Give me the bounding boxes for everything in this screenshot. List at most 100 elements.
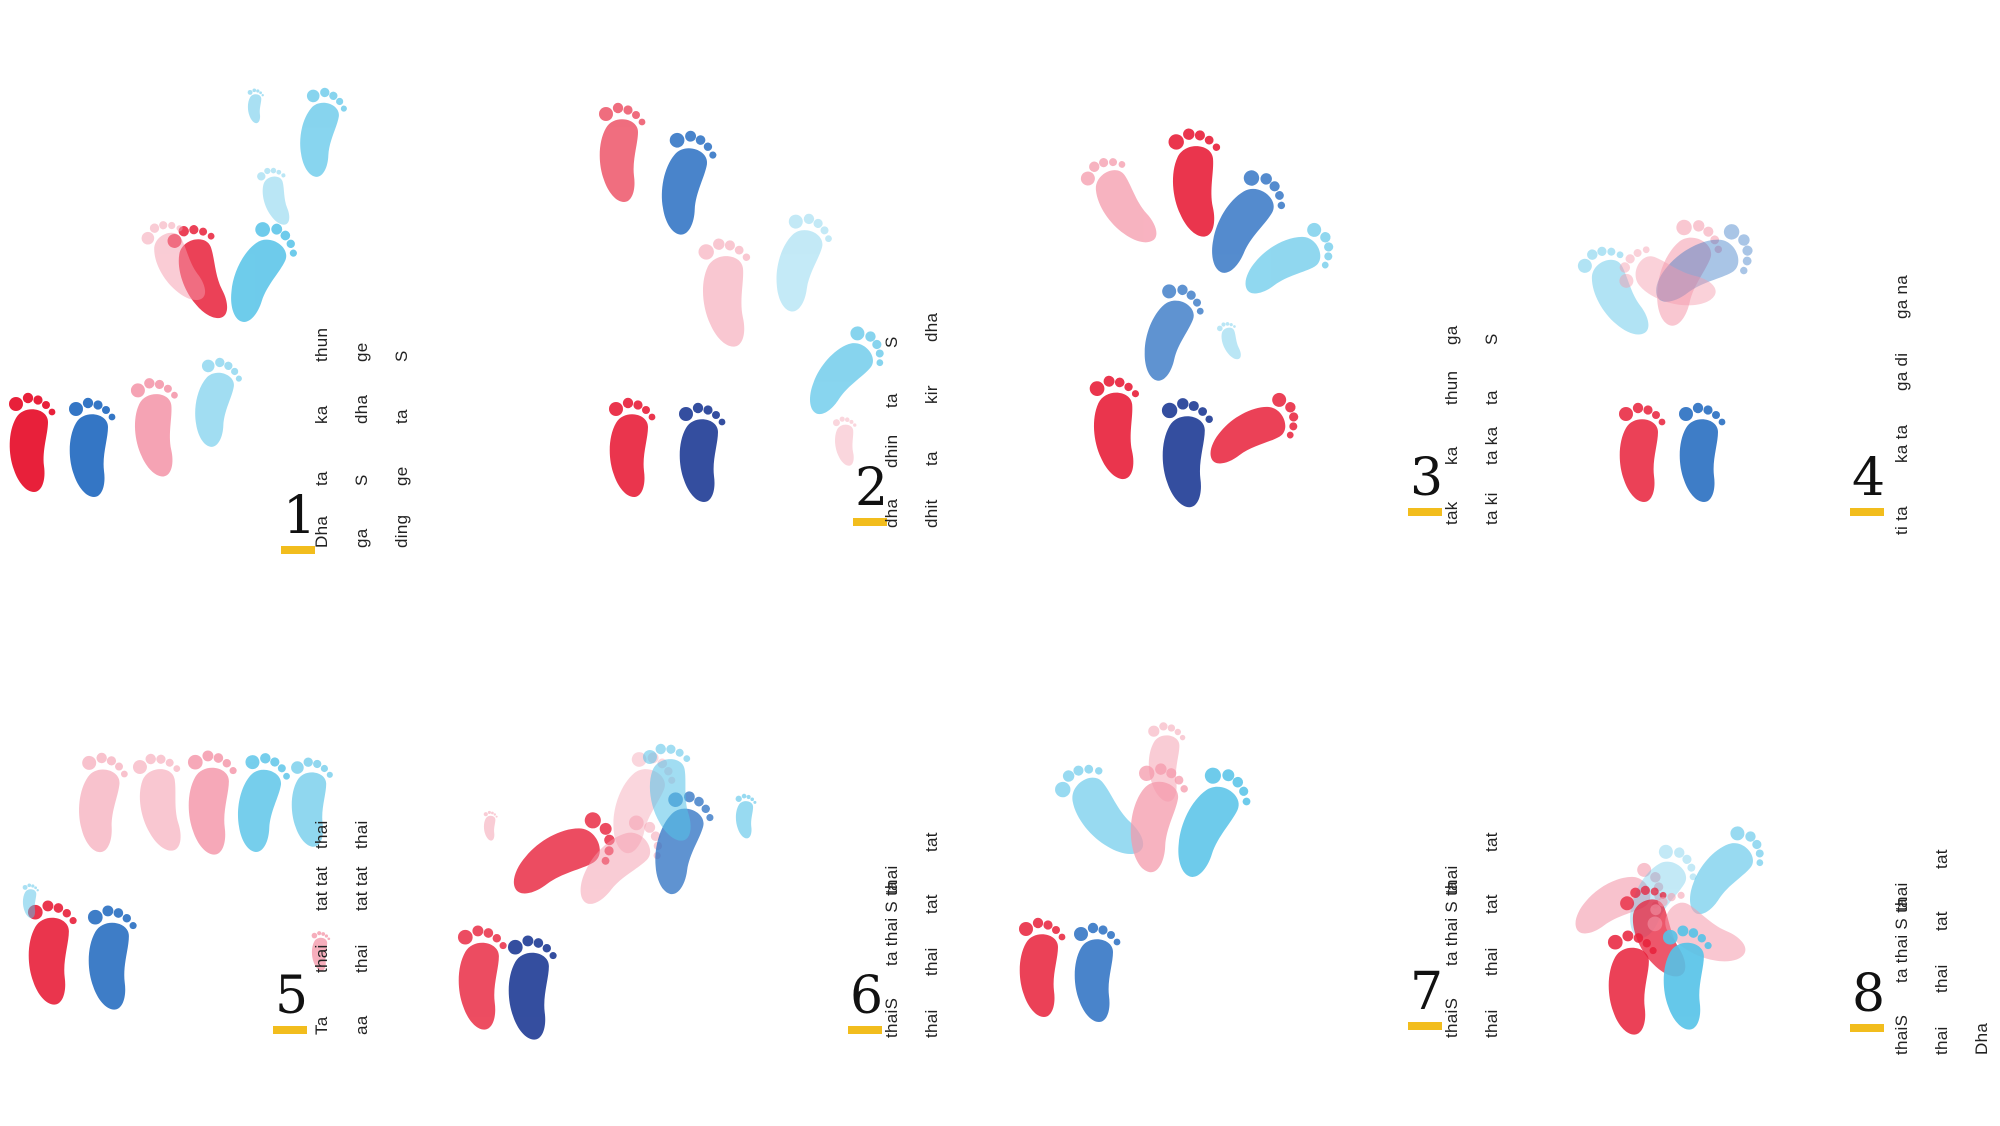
footprint-icon (1148, 722, 1186, 802)
footprint-icon (810, 326, 884, 415)
footprint-icon (1055, 764, 1144, 855)
accent-underline (1408, 508, 1442, 516)
syllable-text: thaiS (1892, 1014, 1911, 1055)
syllable-text: ka (1442, 446, 1461, 465)
syllable-text: thai (352, 820, 371, 849)
footprint-icon (87, 905, 137, 1010)
syllable-text: thai (922, 947, 941, 976)
syllable-text: thai (1442, 865, 1461, 894)
syllable-text: tat (1482, 832, 1501, 852)
footprint-icon (1662, 925, 1712, 1030)
footprint-icon (1619, 246, 1716, 306)
syllable-text: dhin (882, 434, 901, 468)
footprint-icon (130, 378, 178, 477)
accent-underline (1408, 1022, 1442, 1030)
syllable-text: tat tat (312, 866, 331, 911)
step-number: 5 (275, 966, 309, 1026)
syllable-text: S (392, 350, 411, 362)
footprint-icon (247, 88, 264, 124)
footprint-icon (776, 213, 832, 312)
step-panel-4: 4 ti ta ka ta ga di ga na (1500, 0, 2000, 563)
syllable-text: ta (922, 451, 941, 466)
footprints-illustration (1575, 826, 1764, 1035)
footprint-icon (507, 935, 557, 1040)
syllable-text: S (882, 336, 901, 348)
step-panel-5: 5 Ta thai tat tat thai aa thai tat tat thai (0, 563, 500, 1126)
footprint-icon (1619, 402, 1666, 502)
syllable-text: tat (1482, 894, 1501, 914)
footprints-illustration (457, 743, 757, 1040)
syllable-text: tat (922, 832, 941, 852)
footprint-icon (1080, 158, 1157, 243)
footprint-icon (9, 392, 56, 492)
footprint-icon (1657, 219, 1723, 326)
syllable-text: dha (352, 394, 371, 424)
syllable-text: ta (392, 409, 411, 424)
accent-underline (281, 546, 315, 554)
syllable-text: ka (312, 405, 331, 424)
syllable-text: tat (922, 894, 941, 914)
footprint-icon (1245, 222, 1334, 294)
syllable-text: thun (312, 327, 331, 362)
footprints-illustration (1577, 219, 1753, 502)
footprint-icon (1089, 375, 1140, 480)
footprint-icon (132, 753, 181, 851)
syllable-text: ta ki (1482, 492, 1501, 525)
footprint-icon (231, 222, 297, 322)
syllable-text: S (352, 474, 371, 486)
footprint-icon (195, 357, 242, 447)
syllable-text: ding (392, 514, 411, 548)
syllable-text: ga (352, 528, 371, 548)
syllable-text: thai (1932, 1026, 1951, 1055)
syllable-text: thaiS (882, 997, 901, 1038)
footprint-icon (457, 925, 507, 1030)
footprint-icon (69, 397, 116, 497)
syllable-text: ta (312, 471, 331, 486)
step-number: 8 (1852, 964, 1886, 1024)
step-number: 7 (1410, 962, 1444, 1022)
syllable-text: ti ta (1892, 506, 1911, 535)
syllable-text: aa (352, 1015, 371, 1035)
footprint-icon (1178, 767, 1251, 877)
footprint-icon (79, 752, 128, 853)
syllable-text: ta ka (1482, 426, 1501, 465)
footprint-icon (311, 931, 331, 971)
footprint-icon (187, 750, 237, 855)
syllable-text: Dha (312, 515, 331, 548)
footprint-icon (679, 402, 726, 502)
syllable-text: tat tat (352, 866, 371, 911)
syllable-text: thai (312, 944, 331, 973)
syllable-text: tak (1442, 501, 1461, 525)
footprint-icon (609, 397, 656, 497)
footprint-icon (735, 793, 757, 839)
footprint-icon (141, 221, 206, 301)
accent-underline (1850, 508, 1884, 516)
syllable-text: Dha (1972, 1022, 1991, 1055)
footprint-icon (1019, 917, 1066, 1017)
step-number: 4 (1852, 448, 1886, 508)
syllable-text: ge (352, 342, 371, 362)
footprint-icon (1074, 922, 1121, 1022)
syllable-text: thai (1892, 882, 1911, 911)
footprint-icon (237, 753, 290, 852)
footprint-icon (1210, 392, 1299, 464)
syllable-text: thai (1932, 964, 1951, 993)
footprint-icon (1690, 826, 1764, 915)
syllable-text: ta (882, 393, 901, 408)
footprint-icon (1577, 246, 1649, 335)
footprint-icon (1679, 402, 1726, 502)
syllable-text: thai (352, 944, 371, 973)
footprint-icon (27, 900, 77, 1005)
syllable-text: ka ta (1892, 424, 1911, 463)
syllable-text: kir (922, 385, 941, 404)
accent-underline (848, 1026, 882, 1034)
syllable-text: thai (312, 820, 331, 849)
syllable-text: tat (1932, 849, 1951, 869)
syllable-text: Ta (312, 1016, 331, 1035)
step-number: 1 (283, 486, 317, 546)
syllable-text: ge (392, 466, 411, 486)
footprint-icon (513, 812, 615, 894)
syllable-text: ga (1442, 325, 1461, 345)
